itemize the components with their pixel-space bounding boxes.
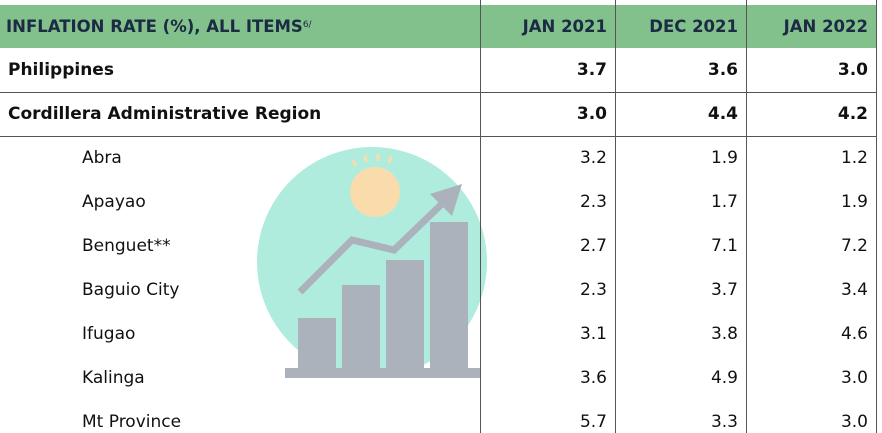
- value-cell: 3.0: [576, 104, 607, 124]
- table-row: Apayao 2.3 1.7 1.9: [0, 180, 876, 224]
- value-cell: 4.2: [837, 104, 868, 124]
- value-cell: 5.7: [579, 412, 607, 432]
- value-cell: 3.6: [579, 368, 607, 388]
- table-row: Ifugao 3.1 3.8 4.6: [0, 312, 876, 356]
- value-cell: 3.3: [710, 412, 738, 432]
- header-row: INFLATION RATE (%), ALL ITEMS 6/ JAN 2021…: [0, 5, 876, 48]
- footnote-mark: 6/: [302, 19, 312, 30]
- column-divider: [876, 0, 877, 433]
- value-cell: 3.6: [707, 60, 738, 80]
- row-label: Abra: [82, 148, 122, 168]
- table-row: Mt Province 5.7 3.3 3.0: [0, 400, 876, 433]
- row-label: Apayao: [82, 192, 146, 212]
- row-label: Cordillera Administrative Region: [8, 104, 322, 124]
- row-label: Kalinga: [82, 368, 145, 388]
- row-label: Ifugao: [82, 324, 136, 344]
- table-row: Cordillera Administrative Region 3.0 4.4 4.…: [0, 92, 876, 137]
- value-cell: 3.0: [837, 60, 868, 80]
- value-cell: 1.9: [840, 192, 868, 212]
- value-cell: 4.4: [707, 104, 738, 124]
- table-row: Baguio City 2.3 3.7 3.4: [0, 268, 876, 312]
- value-cell: 2.3: [579, 192, 607, 212]
- value-cell: 3.4: [840, 280, 868, 300]
- table-row: Benguet** 2.7 7.1 7.2: [0, 224, 876, 268]
- column-header: JAN 2021: [522, 17, 607, 36]
- value-cell: 2.3: [579, 280, 607, 300]
- value-cell: 3.7: [710, 280, 738, 300]
- value-cell: 2.7: [579, 236, 607, 256]
- value-cell: 3.8: [710, 324, 738, 344]
- header-title-cell: INFLATION RATE (%), ALL ITEMS 6/: [6, 5, 476, 48]
- column-header: DEC 2021: [649, 17, 738, 36]
- row-label: Mt Province: [82, 412, 182, 432]
- value-cell: 1.2: [840, 148, 868, 168]
- value-cell: 3.7: [576, 60, 607, 80]
- row-label: Philippines: [8, 60, 114, 80]
- value-cell: 3.1: [579, 324, 607, 344]
- value-cell: 7.2: [840, 236, 868, 256]
- value-cell: 3.2: [579, 148, 607, 168]
- value-cell: 3.0: [840, 412, 868, 432]
- value-cell: 1.9: [710, 148, 738, 168]
- value-cell: 1.7: [710, 192, 738, 212]
- value-cell: 7.1: [710, 236, 738, 256]
- table-row: Philippines 3.7 3.6 3.0: [0, 48, 876, 93]
- header-title: INFLATION RATE (%), ALL ITEMS: [6, 17, 303, 36]
- value-cell: 4.9: [710, 368, 738, 388]
- column-header: JAN 2022: [783, 17, 868, 36]
- row-label: Baguio City: [82, 280, 180, 300]
- table-row: Abra 3.2 1.9 1.2: [0, 136, 876, 180]
- value-cell: 4.6: [840, 324, 868, 344]
- column-divider: [615, 0, 616, 433]
- column-divider: [480, 0, 481, 433]
- column-divider: [746, 0, 747, 433]
- table-row: Kalinga 3.6 4.9 3.0: [0, 356, 876, 400]
- row-label: Benguet**: [82, 236, 171, 256]
- value-cell: 3.0: [840, 368, 868, 388]
